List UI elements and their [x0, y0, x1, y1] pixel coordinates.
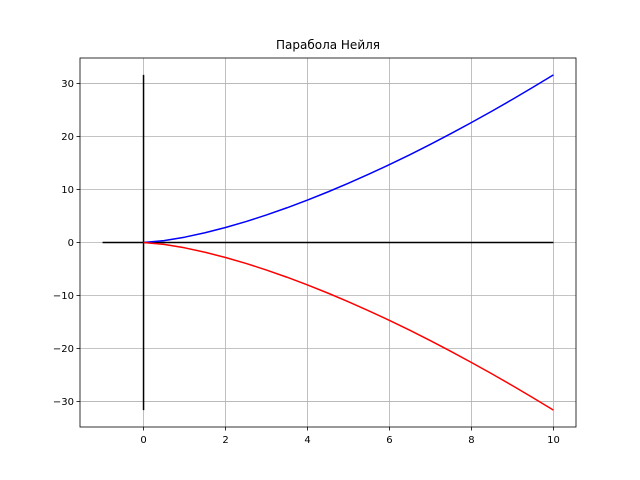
series-layer	[102, 74, 554, 411]
x-tick-label: 6	[386, 435, 392, 446]
y-tick-label: −20	[53, 344, 74, 355]
y-tick-label: 30	[61, 79, 74, 90]
ticks: 0 2 4 6 8 10 −30 −20 −10 0 10 20 30	[53, 79, 560, 446]
y-tick-label: 10	[61, 185, 74, 196]
y-tick-label: −10	[53, 291, 74, 302]
x-tick-label: 8	[468, 435, 474, 446]
x-tick-label: 2	[222, 435, 228, 446]
x-tick-label: 10	[547, 435, 560, 446]
y-tick-label: 20	[61, 132, 74, 143]
x-tick-label: 0	[140, 435, 146, 446]
x-tick-label: 4	[304, 435, 310, 446]
lower-branch-line	[143, 241, 554, 411]
y-tick-label: 0	[68, 238, 74, 249]
y-tick-label: −30	[53, 397, 74, 408]
upper-branch-line	[143, 74, 554, 244]
chart-title: Парабола Нейля	[276, 38, 380, 52]
